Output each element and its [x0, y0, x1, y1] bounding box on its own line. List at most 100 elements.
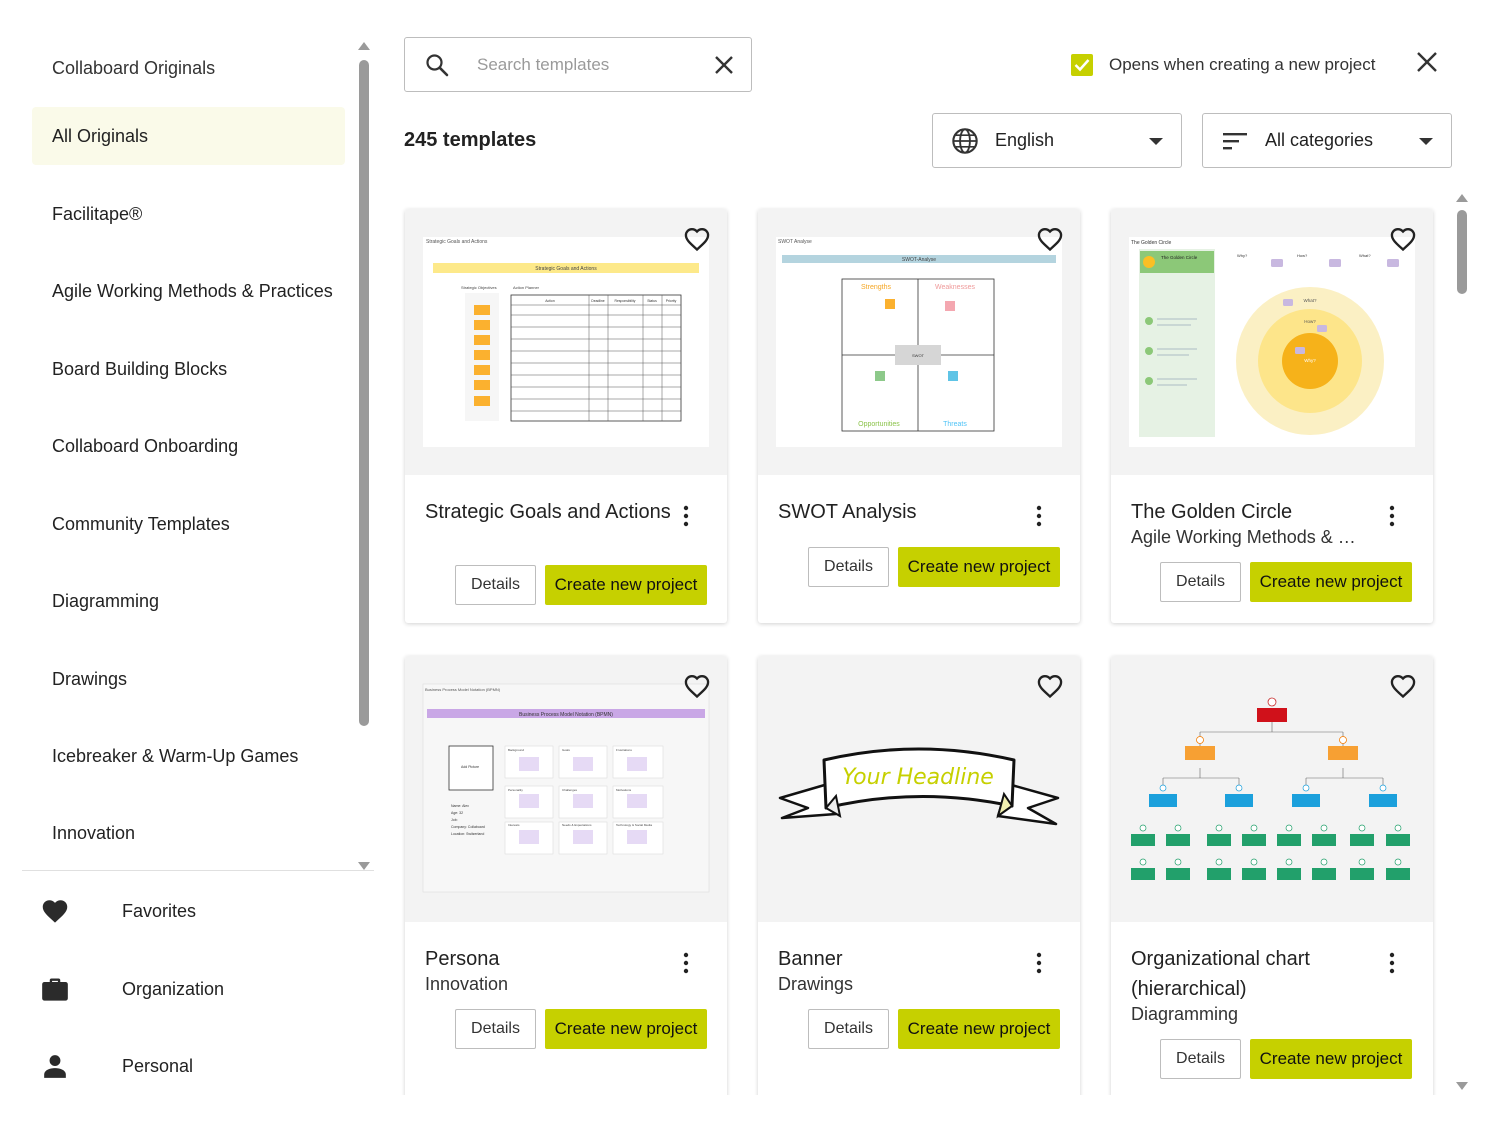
- template-card[interactable]: Business Process Model Notation (BPMN) B…: [405, 656, 727, 1095]
- scroll-down-arrow-icon[interactable]: [358, 862, 370, 870]
- briefcase-icon: [40, 974, 70, 1004]
- language-select[interactable]: English: [932, 113, 1182, 168]
- template-preview[interactable]: Business Process Model Notation (BPMN) B…: [405, 656, 727, 922]
- favorite-heart-icon[interactable]: [1036, 672, 1064, 700]
- more-options-icon[interactable]: [1389, 505, 1395, 527]
- sidebar-item-diagramming[interactable]: Diagramming: [52, 590, 160, 611]
- sidebar-item-personal[interactable]: Personal: [40, 1041, 340, 1091]
- template-grid[interactable]: Strategic Goals and Actions Strategic Go…: [395, 195, 1445, 1095]
- details-button[interactable]: Details: [1160, 1039, 1241, 1079]
- create-new-project-button[interactable]: Create new project: [898, 547, 1060, 587]
- preview-objectives-label: Strategic Objectives: [461, 285, 497, 290]
- template-preview[interactable]: Strategic Goals and Actions Strategic Go…: [405, 209, 727, 475]
- details-button[interactable]: Details: [1160, 562, 1241, 602]
- favorite-heart-icon[interactable]: [1036, 225, 1064, 253]
- sidebar-item-organization[interactable]: Organization: [40, 964, 340, 1014]
- preview-grid-label: Background: [508, 748, 524, 752]
- sidebar-scrollbar[interactable]: [358, 42, 370, 870]
- sidebar-item-drawings[interactable]: Drawings: [52, 668, 128, 689]
- create-new-project-button[interactable]: Create new project: [1250, 1039, 1412, 1079]
- search-icon: [426, 53, 449, 76]
- swot-preview: SWOT Analyse SWOT-Analyse Strengths Weak…: [776, 237, 1062, 447]
- template-title: SWOT Analysis: [778, 501, 917, 523]
- template-count: 245 templates: [404, 129, 537, 151]
- create-new-project-button[interactable]: Create new project: [545, 565, 707, 605]
- preview-grid-label: Interests: [508, 823, 520, 827]
- details-button[interactable]: Details: [455, 565, 536, 605]
- template-preview[interactable]: Your Headline: [758, 656, 1080, 922]
- template-category: Agile Working Methods & Practices: [1131, 527, 1361, 547]
- template-preview[interactable]: The Golden Circle The Golden Circle Why?…: [1111, 209, 1433, 475]
- opens-on-create-label: Opens when creating a new project: [1109, 55, 1376, 74]
- preview-column-label: How?: [1297, 253, 1308, 258]
- preview-grid-label: Needs & Expectations: [562, 823, 592, 827]
- preview-field: Age: 32: [451, 811, 463, 815]
- favorite-heart-icon[interactable]: [1389, 672, 1417, 700]
- sidebar-item-innovation[interactable]: Innovation: [52, 822, 136, 843]
- strategic-goals-preview: Strategic Goals and Actions Strategic Go…: [423, 237, 709, 447]
- opens-on-create-toggle[interactable]: Opens when creating a new project: [1071, 54, 1376, 76]
- template-card[interactable]: SWOT Analyse SWOT-Analyse Strengths Weak…: [758, 209, 1080, 623]
- preview-caption: Strategic Goals and Actions: [426, 239, 488, 245]
- preview-quadrant-label: Strengths: [861, 284, 891, 291]
- sidebar-item-board-building-blocks[interactable]: Board Building Blocks: [52, 358, 228, 379]
- preview-center-label: SWOT: [912, 353, 925, 358]
- favorite-heart-icon[interactable]: [683, 225, 711, 253]
- sidebar-item-icebreaker[interactable]: Icebreaker & Warm-Up Games: [52, 745, 299, 766]
- template-card[interactable]: Organizational chart (hierarchical) Diag…: [1111, 656, 1433, 1095]
- category-list[interactable]: Collaboard Originals All Originals Facil…: [22, 30, 352, 868]
- more-options-icon[interactable]: [683, 505, 689, 527]
- template-card[interactable]: Your Headline Banner Drawings Details Cr…: [758, 656, 1080, 1095]
- sidebar-item-agile[interactable]: Agile Working Methods & Practices: [52, 280, 333, 301]
- search-box[interactable]: [404, 37, 752, 92]
- preview-banner: SWOT-Analyse: [902, 257, 936, 263]
- preview-grid-label: Goals: [562, 748, 570, 752]
- preview-column-header: Priority: [666, 299, 677, 303]
- create-new-project-button[interactable]: Create new project: [545, 1009, 707, 1049]
- template-title: The Golden Circle: [1131, 501, 1293, 523]
- sidebar-item-all-originals[interactable]: All Originals: [32, 107, 345, 165]
- template-category: Diagramming: [1131, 1004, 1239, 1024]
- chevron-down-icon: [1419, 138, 1433, 145]
- opens-on-create-checkbox[interactable]: [1071, 54, 1093, 76]
- category-select[interactable]: All categories: [1202, 113, 1452, 168]
- sidebar-item-onboarding[interactable]: Collaboard Onboarding: [52, 435, 239, 456]
- more-options-icon[interactable]: [1036, 952, 1042, 974]
- search-input[interactable]: [477, 54, 697, 75]
- scroll-up-arrow-icon[interactable]: [1456, 194, 1468, 202]
- template-preview[interactable]: SWOT Analyse SWOT-Analyse Strengths Weak…: [758, 209, 1080, 475]
- scroll-down-arrow-icon[interactable]: [1456, 1082, 1468, 1090]
- template-card[interactable]: The Golden Circle The Golden Circle Why?…: [1111, 209, 1433, 623]
- heart-icon: [40, 896, 70, 926]
- preview-caption: SWOT Analyse: [778, 239, 812, 245]
- create-new-project-button[interactable]: Create new project: [898, 1009, 1060, 1049]
- globe-icon: [952, 127, 978, 154]
- template-grid-scrollbar[interactable]: [1456, 194, 1468, 1090]
- sidebar-item-facilitape[interactable]: Facilitape®: [52, 203, 143, 224]
- grid-scroll-thumb[interactable]: [1457, 210, 1467, 294]
- details-button[interactable]: Details: [808, 1009, 889, 1049]
- template-preview[interactable]: [1111, 656, 1433, 922]
- preview-field: Location: Switzerland: [451, 832, 484, 836]
- close-icon[interactable]: [1416, 51, 1438, 73]
- sidebar-scroll-thumb[interactable]: [359, 60, 369, 726]
- more-options-icon[interactable]: [683, 952, 689, 974]
- sidebar: Collaboard Originals All Originals Facil…: [0, 0, 380, 1128]
- preview-picture-label: Add Picture: [461, 765, 479, 769]
- preview-grid-label: Technology & Social Media: [616, 823, 652, 827]
- template-card[interactable]: Strategic Goals and Actions Strategic Go…: [405, 209, 727, 623]
- sidebar-item-favorites[interactable]: Favorites: [40, 886, 340, 936]
- sidebar-item-community[interactable]: Community Templates: [52, 513, 230, 534]
- create-new-project-button[interactable]: Create new project: [1250, 562, 1412, 602]
- clear-search-icon[interactable]: [713, 54, 735, 76]
- scroll-up-arrow-icon[interactable]: [358, 42, 370, 50]
- more-options-icon[interactable]: [1389, 952, 1395, 974]
- details-button[interactable]: Details: [455, 1009, 536, 1049]
- favorite-heart-icon[interactable]: [1389, 225, 1417, 253]
- favorite-heart-icon[interactable]: [683, 672, 711, 700]
- more-options-icon[interactable]: [1036, 505, 1042, 527]
- details-button[interactable]: Details: [808, 547, 889, 587]
- preview-grid-label: Challenges: [562, 788, 578, 792]
- preview-quadrant-label: Opportunities: [858, 421, 900, 428]
- preview-banner: Business Process Model Notation (BPMN): [519, 712, 613, 718]
